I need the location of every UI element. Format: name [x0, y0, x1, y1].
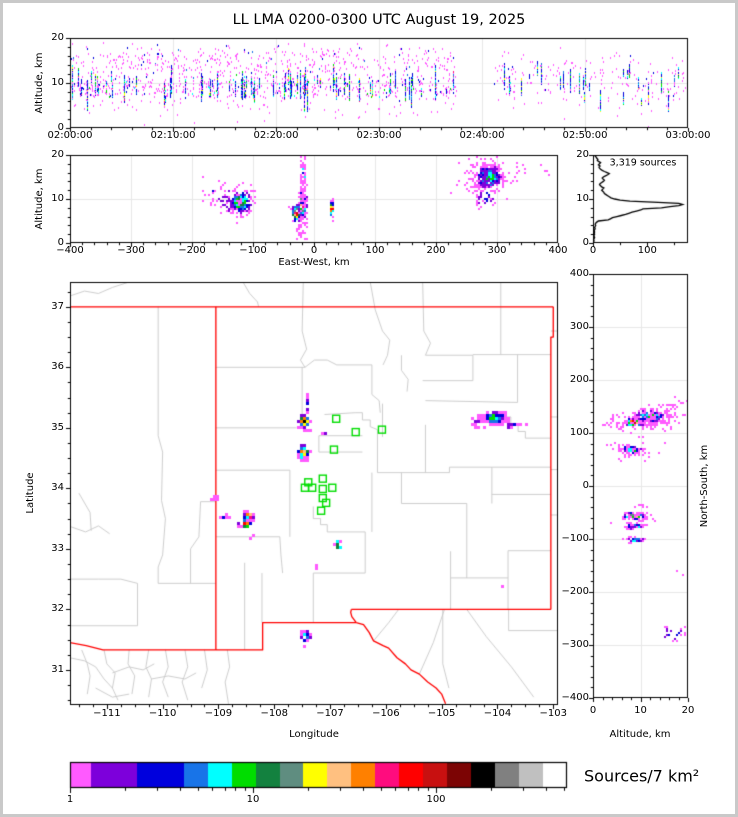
ew-y-tick-label: 0 — [57, 237, 64, 248]
ns-panel-xlabel: Altitude, km — [609, 729, 671, 740]
map-x-tick-label: −104 — [483, 708, 512, 719]
ns-y-tick-label: 400 — [569, 268, 589, 279]
ew-x-tick-label: 100 — [365, 245, 385, 256]
ew-x-tick-label: 200 — [426, 245, 446, 256]
ns-y-tick-label: −300 — [561, 639, 589, 650]
time-x-tick-label: 02:00:00 — [47, 130, 93, 141]
hist-x-tick-label: 100 — [637, 245, 657, 256]
map-panel-ylabel: Latitude — [25, 472, 36, 514]
map-y-tick-label: 34 — [51, 482, 64, 494]
time-y-tick-label: 20 — [51, 32, 64, 43]
ew-x-tick-label: −100 — [239, 245, 267, 256]
time-x-tick-label: 02:50:00 — [562, 130, 608, 141]
map-x-tick-label: −108 — [260, 708, 288, 719]
map-panel-xlabel: Longitude — [289, 729, 339, 740]
map-x-tick-label: −109 — [204, 708, 233, 719]
ew-panel-ylabel: Altitude, km — [34, 168, 45, 230]
map-x-tick-label: −105 — [427, 708, 456, 719]
map-y-tick-label: 31 — [51, 663, 64, 675]
ns-x-tick-label: 0 — [589, 705, 597, 716]
ew-panel-xlabel: East-West, km — [278, 257, 350, 268]
hist-y-tick-label: 10 — [576, 193, 589, 204]
ew-x-tick-label: −200 — [178, 245, 206, 256]
time-x-tick-label: 02:20:00 — [253, 130, 299, 141]
time-y-tick-label: 10 — [51, 77, 64, 88]
ns-y-tick-label: −400 — [561, 692, 589, 703]
ns-y-tick-label: 300 — [569, 321, 589, 332]
map-x-tick-label: −110 — [148, 708, 177, 719]
colorbar-tick-label: 1 — [66, 794, 74, 805]
ns-y-tick-label: −200 — [561, 586, 589, 597]
time-x-tick-label: 02:30:00 — [356, 130, 402, 141]
map-y-tick-label: 33 — [51, 542, 64, 554]
colorbar-tick-label: 100 — [426, 794, 446, 805]
colorbar-label: Sources/7 km² — [584, 766, 700, 786]
ew-y-tick-label: 20 — [51, 149, 64, 160]
ns-x-tick-label: 10 — [634, 705, 647, 716]
ew-x-tick-label: −400 — [56, 245, 84, 256]
ew-x-tick-label: −300 — [117, 245, 145, 256]
ns-panel-ylabel: North-South, km — [699, 444, 710, 528]
time-x-tick-label: 03:00:00 — [665, 130, 711, 141]
map-x-tick-label: −107 — [316, 708, 344, 719]
hist-x-tick-label: 0 — [589, 245, 597, 256]
hist-y-tick-label: 0 — [582, 237, 589, 248]
page-title: LL LMA 0200-0300 UTC August 19, 2025 — [232, 12, 526, 28]
time-x-tick-label: 02:40:00 — [459, 130, 505, 141]
map-y-tick-label: 35 — [51, 421, 64, 433]
time-panel-ylabel: Altitude, km — [34, 52, 45, 114]
map-x-tick-label: −103 — [539, 708, 567, 719]
hist-y-tick-label: 20 — [576, 149, 589, 160]
time-x-tick-label: 02:10:00 — [150, 130, 196, 141]
ns-x-tick-label: 20 — [681, 705, 695, 716]
ns-y-tick-label: 100 — [569, 427, 589, 438]
ew-x-tick-label: 0 — [310, 245, 318, 256]
ew-x-tick-label: 300 — [487, 245, 507, 256]
ew-x-tick-label: 400 — [548, 245, 568, 256]
colorbar-tick-label: 10 — [246, 794, 260, 805]
sources-count-annotation: 3,319 sources — [609, 157, 677, 169]
ew-y-tick-label: 10 — [51, 193, 64, 204]
map-y-tick-label: 36 — [51, 361, 64, 373]
map-y-tick-label: 32 — [51, 603, 64, 615]
map-x-tick-label: −106 — [372, 708, 400, 719]
ns-y-tick-label: 200 — [569, 374, 589, 385]
map-y-tick-label: 37 — [51, 300, 64, 312]
ns-y-tick-label: −100 — [561, 533, 589, 544]
time-y-tick-label: 0 — [57, 122, 64, 133]
ns-y-tick-label: 0 — [582, 480, 589, 491]
map-x-tick-label: −111 — [93, 708, 121, 719]
